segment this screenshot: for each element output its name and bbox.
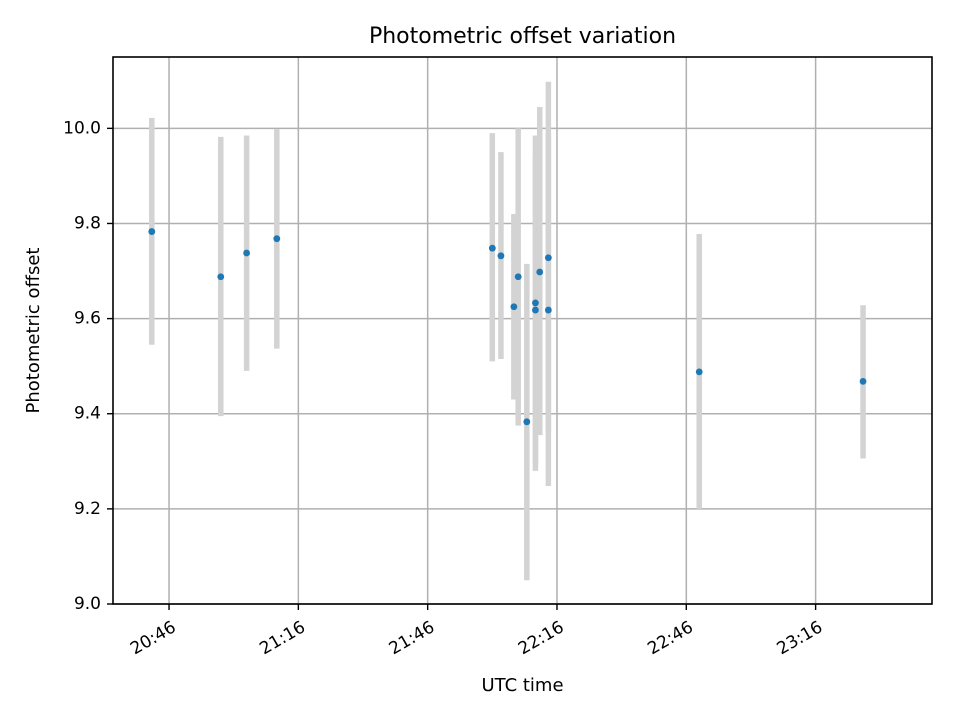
- x-axis-label: UTC time: [481, 675, 563, 696]
- error-bars: [149, 81, 866, 581]
- x-tick-label: 22:46: [644, 617, 696, 659]
- data-point: [544, 306, 552, 314]
- data-point: [514, 273, 522, 281]
- data-point: [532, 299, 539, 307]
- data-point: [695, 368, 703, 376]
- x-tick-label: 22:16: [515, 617, 567, 659]
- chart-title: Photometric offset variation: [369, 24, 676, 49]
- axis-ticks: 20:46 21:16 21:46 22:16 22:46 23:16 9.0 9.2 9.4 9…: [63, 118, 826, 659]
- data-point: [510, 303, 518, 311]
- x-tick-label: 20:46: [127, 617, 179, 659]
- y-tick-label: 9.0: [74, 594, 101, 614]
- y-axis-label: Photometric offset: [23, 248, 44, 414]
- data-point: [523, 418, 531, 426]
- plot-frame: [112, 56, 933, 605]
- data-point: [488, 244, 496, 252]
- y-tick-label: 9.4: [74, 404, 101, 424]
- y-tick-label: 10.0: [63, 118, 101, 138]
- data-point: [148, 228, 156, 235]
- y-tick-label: 9.6: [74, 309, 101, 329]
- x-tick-label: 21:46: [386, 617, 438, 659]
- data-point: [273, 235, 281, 243]
- data-point: [859, 377, 867, 385]
- data-point: [536, 268, 544, 276]
- data-points: [148, 228, 867, 426]
- x-tick-label: 21:16: [256, 617, 308, 659]
- y-tick-label: 9.8: [74, 213, 101, 233]
- grid: [113, 57, 932, 605]
- data-point: [532, 306, 539, 314]
- data-point: [544, 254, 552, 262]
- data-point: [217, 273, 225, 281]
- x-tick-label: 23:16: [774, 617, 826, 659]
- data-point: [497, 252, 505, 260]
- data-point: [243, 249, 251, 257]
- y-tick-label: 9.2: [74, 499, 101, 519]
